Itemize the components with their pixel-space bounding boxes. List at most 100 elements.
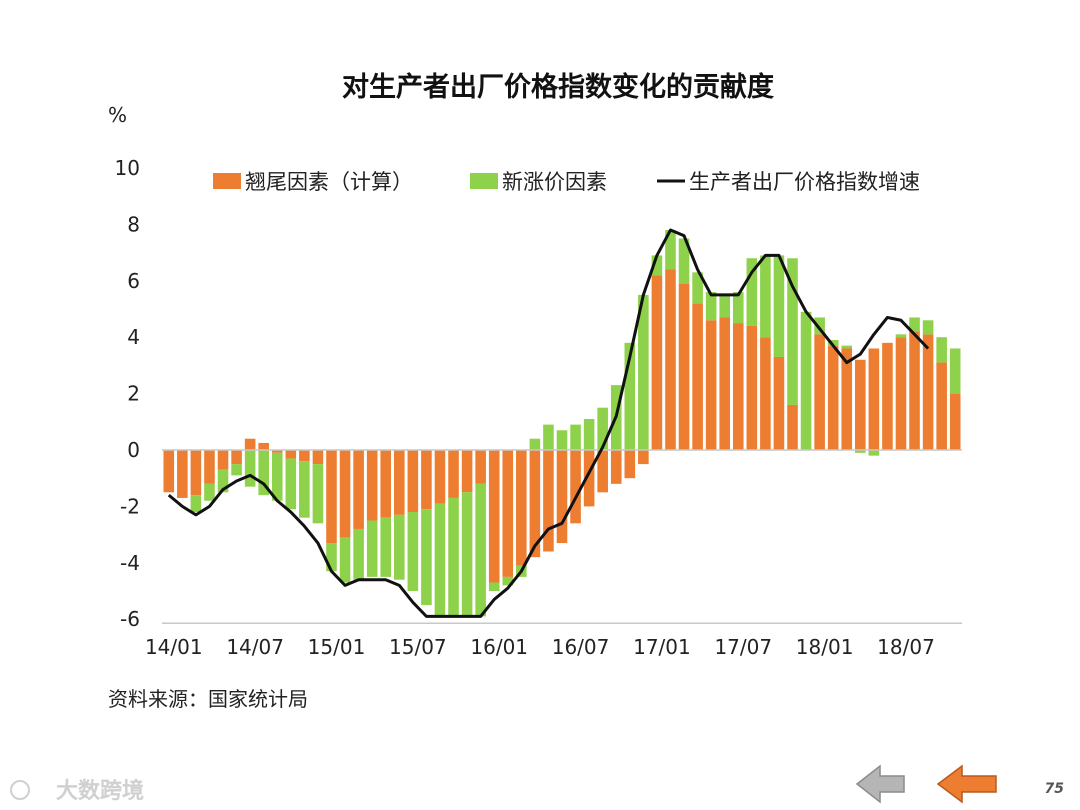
x-tick-label: 15/07 [389, 635, 447, 659]
bar-carryover [353, 450, 364, 529]
bar-new-price [583, 418, 595, 450]
y-tick-label: 0 [127, 438, 140, 462]
page-number: 75 [1045, 781, 1065, 797]
legend-new-price: 新涨价因素 [470, 170, 607, 194]
bar-carryover [895, 337, 907, 450]
bar-new-price [244, 450, 256, 487]
bar-carryover [271, 450, 283, 453]
bar-new-price [665, 230, 676, 270]
y-tick-label: -6 [120, 607, 140, 631]
y-tick-label: 8 [127, 212, 140, 236]
bar-new-price [312, 464, 324, 524]
bar-carryover [746, 325, 758, 450]
next-slide-button[interactable] [936, 764, 997, 804]
bar-new-price [326, 543, 337, 572]
bar-new-price [909, 317, 920, 332]
bar-new-price [556, 430, 568, 450]
bar-carryover [855, 359, 866, 450]
y-tick-label: 4 [127, 325, 140, 349]
bar-carryover [380, 450, 392, 518]
bar-carryover [299, 450, 310, 462]
bar-carryover [407, 450, 419, 513]
bar-new-price [855, 450, 866, 453]
bar-carryover [244, 438, 256, 450]
bar-carryover [217, 450, 229, 470]
bar-new-price [760, 255, 771, 338]
bar-new-price [448, 497, 459, 617]
bar-new-price [719, 294, 730, 318]
bar-carryover [692, 303, 703, 450]
bar-new-price [570, 424, 581, 450]
bar-new-price [204, 483, 215, 501]
x-tick-label: 14/07 [226, 635, 284, 659]
bar-carryover [177, 450, 188, 498]
bar-new-price [787, 258, 798, 405]
bar-new-price [827, 340, 839, 346]
bar-new-price [678, 238, 690, 284]
bar-new-price [285, 458, 297, 510]
bar-new-price [339, 537, 351, 583]
bar-carryover [326, 450, 337, 544]
bar-new-price [231, 464, 242, 476]
bar-new-price [814, 317, 825, 335]
bar-carryover [624, 450, 636, 479]
bar-carryover [258, 442, 269, 450]
bar-new-price [421, 509, 432, 606]
bar-carryover [665, 269, 676, 450]
bar-carryover [936, 362, 947, 450]
series-line-ppi [167, 228, 930, 618]
x-tick-label: 17/01 [633, 635, 691, 659]
bar-new-price [217, 469, 229, 493]
y-axis-label: % [108, 103, 127, 127]
bar-carryover [570, 450, 581, 524]
bar-carryover [787, 404, 798, 450]
bar-carryover [882, 342, 893, 450]
x-tick-label: 18/07 [877, 635, 935, 659]
x-tick-label: 14/01 [145, 635, 203, 659]
y-axis-ticks: 10 8 6 4 2 0 -2 -4 -6 [115, 156, 140, 631]
y-tick-label: 10 [115, 156, 140, 180]
x-tick-label: 18/01 [796, 635, 854, 659]
bar-carryover [529, 450, 541, 558]
y-tick-label: -2 [120, 494, 140, 518]
bar-carryover [516, 450, 527, 566]
bar-carryover [448, 450, 459, 498]
bar-carryover [705, 320, 717, 450]
legend-label: 新涨价因素 [502, 170, 607, 194]
bar-new-price [936, 337, 947, 363]
bar-new-price [597, 407, 608, 450]
bar-carryover [909, 331, 920, 450]
bar-carryover [339, 450, 351, 538]
legend: 翘尾因素（计算） 新涨价因素 生产者出厂价格指数增速 [213, 170, 920, 194]
bar-carryover [638, 450, 649, 465]
bar-new-price [922, 320, 934, 335]
bar-new-price [434, 503, 446, 617]
bar-new-price [624, 342, 636, 450]
prev-slide-button[interactable] [855, 764, 905, 804]
bar-new-price [651, 255, 663, 276]
bar-carryover [394, 450, 405, 515]
bar-new-price [841, 345, 853, 349]
bar-new-price [394, 514, 405, 580]
bar-carryover [543, 450, 554, 552]
x-tick-label: 16/07 [552, 635, 610, 659]
bar-new-price [353, 528, 364, 580]
bar-carryover [488, 450, 500, 583]
bar-carryover [285, 450, 297, 459]
bar-carryover [312, 450, 324, 465]
x-axis-ticks: 14/01 14/07 15/01 15/07 16/01 16/07 17/01 17/07… [145, 635, 935, 659]
legend-swatch [470, 173, 498, 189]
bar-new-price [800, 311, 812, 450]
bar-carryover [814, 334, 825, 450]
stacked-bars [163, 230, 961, 617]
bar-carryover [556, 450, 568, 544]
y-tick-label: -4 [120, 551, 140, 575]
legend-label: 生产者出厂价格指数增速 [689, 170, 920, 194]
bar-carryover [760, 337, 771, 450]
x-tick-label: 17/07 [714, 635, 772, 659]
watermark-logo-icon [10, 780, 30, 800]
bar-new-price [732, 292, 744, 324]
arrow-left-icon [855, 764, 905, 804]
bar-new-price [271, 452, 283, 501]
